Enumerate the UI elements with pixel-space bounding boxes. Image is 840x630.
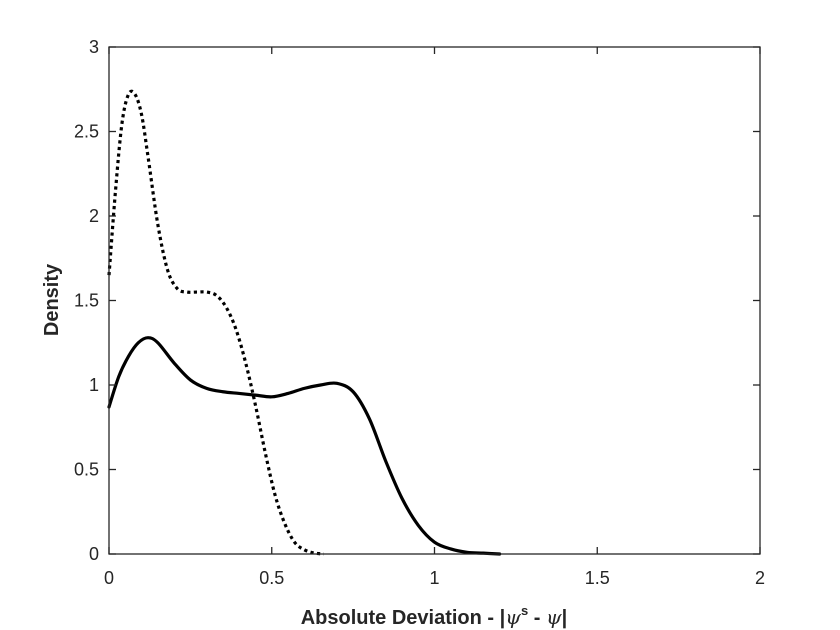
- x-tick-label: 0.5: [259, 568, 284, 588]
- tick-layer: 0 0.5 1 1.5 2 0 0.5 1 1.5 2 2.5 3: [74, 37, 765, 588]
- y-axis-title: Density: [41, 263, 63, 336]
- x-axis-title-mid: -: [528, 607, 546, 629]
- x-axis-title-psi: ψ: [505, 605, 521, 629]
- x-axis-title-superscript: s: [521, 603, 528, 618]
- x-axis-title-suffix: |: [562, 607, 568, 629]
- y-tick-label: 2: [89, 206, 99, 226]
- x-axis-title: Absolute Deviation - |ψs - ψ|: [301, 603, 568, 629]
- y-tick-label: 1: [89, 375, 99, 395]
- x-tick-label: 1: [429, 568, 439, 588]
- y-tick-label: 2.5: [74, 122, 99, 142]
- y-tick-label: 0: [89, 544, 99, 564]
- x-tick-label: 2: [755, 568, 765, 588]
- series-line-solid: [107, 336, 502, 556]
- x-axis-title-prefix: Absolute Deviation - |: [301, 607, 506, 629]
- y-tick-label: 3: [89, 37, 99, 57]
- x-axis-title-psi-2: ψ: [546, 605, 562, 629]
- y-tick-label: 0.5: [74, 460, 99, 480]
- x-tick-label: 0: [104, 568, 114, 588]
- series-layer: [107, 89, 502, 556]
- y-tick-label: 1.5: [74, 291, 99, 311]
- x-tick-label: 1.5: [585, 568, 610, 588]
